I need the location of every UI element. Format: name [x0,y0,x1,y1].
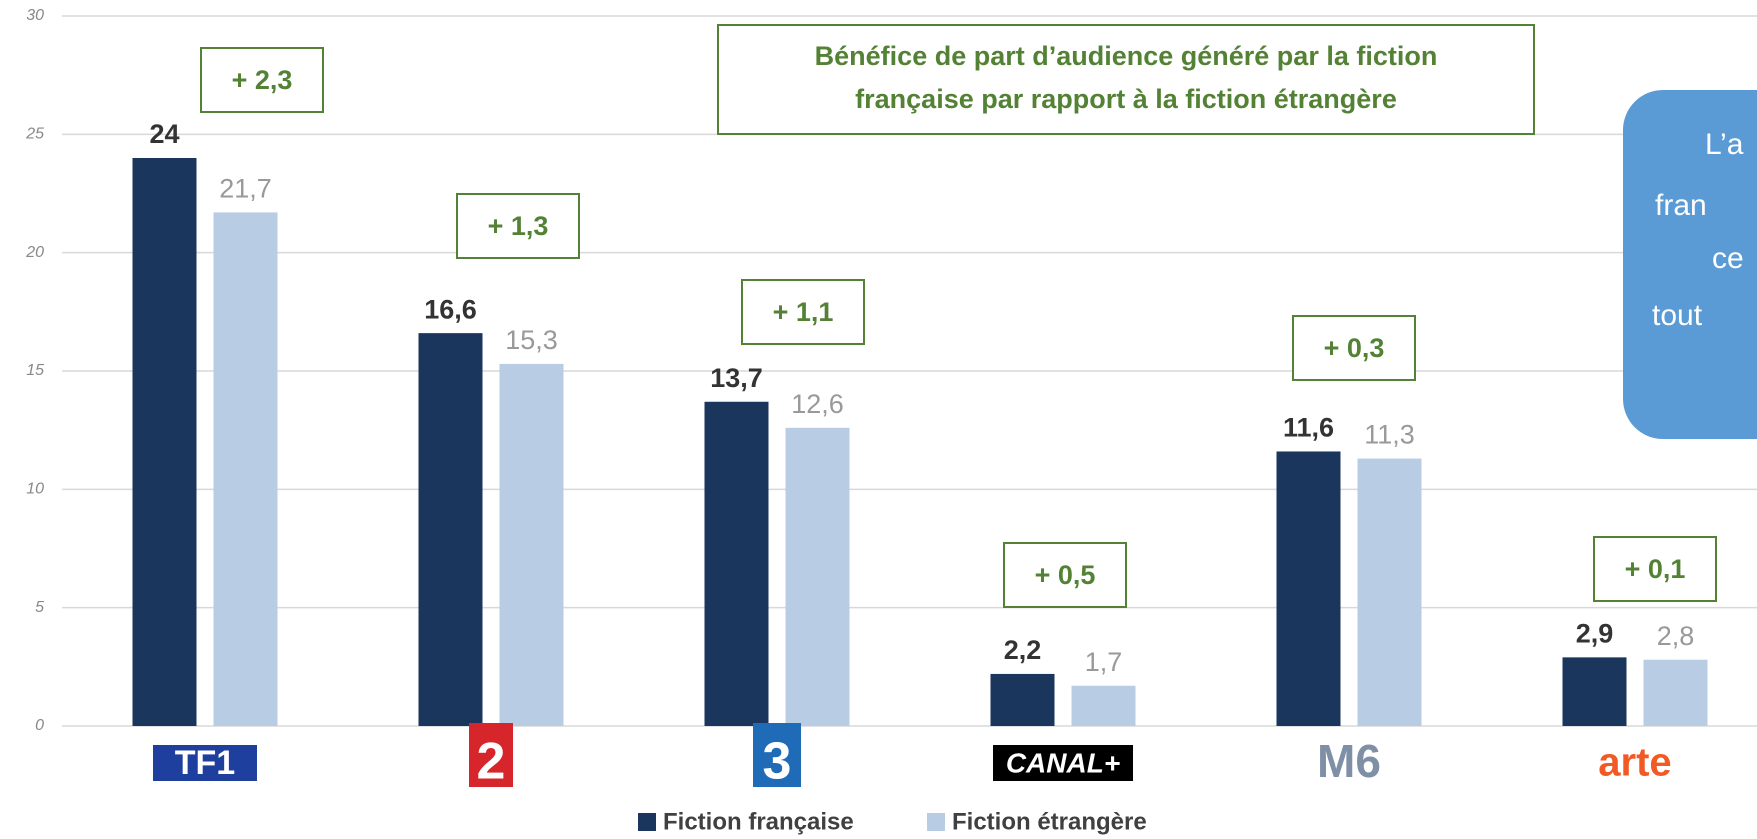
callout-text: tout [1652,299,1703,332]
callout-text: ce [1712,242,1744,275]
y-tick-label: 20 [25,244,44,261]
value-label: 24 [149,119,179,149]
value-label: 12,6 [791,389,844,419]
x-tick-label: CANAL+ [1006,747,1120,778]
y-tick-label: 5 [35,599,44,616]
difference-box [1593,536,1717,602]
bar [1562,657,1627,726]
chart-title: française par rapport à la fiction étran… [855,84,1397,114]
bar [990,673,1055,726]
bar [1276,451,1341,726]
value-label: 21,7 [219,174,272,204]
x-tick-label: M6 [1317,735,1381,787]
value-label: 1,7 [1085,647,1123,677]
legend-label: Fiction française [663,808,854,835]
value-label: 2,2 [1004,635,1042,665]
bar [418,333,483,726]
value-label: 11,3 [1364,420,1415,450]
difference-box [200,47,324,113]
callout-text: L’a [1705,128,1744,161]
value-label: 13,7 [710,363,763,393]
y-tick-label: 0 [35,717,44,734]
logo-bg [993,745,1133,781]
bar [213,212,278,726]
difference-label: + 1,1 [773,297,834,327]
chart-title: Bénéfice de part d’audience généré par l… [815,41,1438,71]
bar [1643,659,1708,726]
value-label: 16,6 [424,294,477,324]
legend-swatch [927,813,945,831]
bar [785,427,850,726]
difference-label: + 2,3 [232,65,293,95]
x-tick-label: 2 [477,733,506,791]
difference-label: + 1,3 [488,211,549,241]
bar [499,363,564,726]
y-tick-label: 10 [26,481,44,498]
legend-label: Fiction étrangère [952,808,1147,835]
y-tick-label: 30 [26,7,44,24]
logo-bg [153,745,257,781]
title-box [717,24,1535,135]
difference-label: + 0,3 [1324,333,1385,363]
x-tick-label: 3 [763,733,792,791]
logo-bg [469,723,513,787]
x-tick-label: arte [1598,741,1671,785]
legend-swatch [638,813,656,831]
logo-bg [753,723,801,787]
y-tick-label: 15 [26,362,44,379]
bar [1357,458,1422,726]
callout-text: fran [1655,189,1707,222]
bar [132,158,197,726]
bar [1071,685,1136,726]
x-tick-label: TF1 [175,744,235,782]
value-label: 11,6 [1283,413,1334,443]
difference-label: + 0,5 [1035,560,1096,590]
bar [704,401,769,726]
difference-box [456,193,580,259]
callout-box [1623,90,1757,439]
difference-box [1292,315,1416,381]
difference-box [741,279,865,345]
value-label: 2,9 [1576,618,1614,648]
value-label: 2,8 [1657,621,1695,651]
difference-box [1003,542,1127,608]
value-label: 15,3 [505,325,558,355]
y-tick-label: 25 [25,126,44,143]
difference-label: + 0,1 [1625,554,1686,584]
